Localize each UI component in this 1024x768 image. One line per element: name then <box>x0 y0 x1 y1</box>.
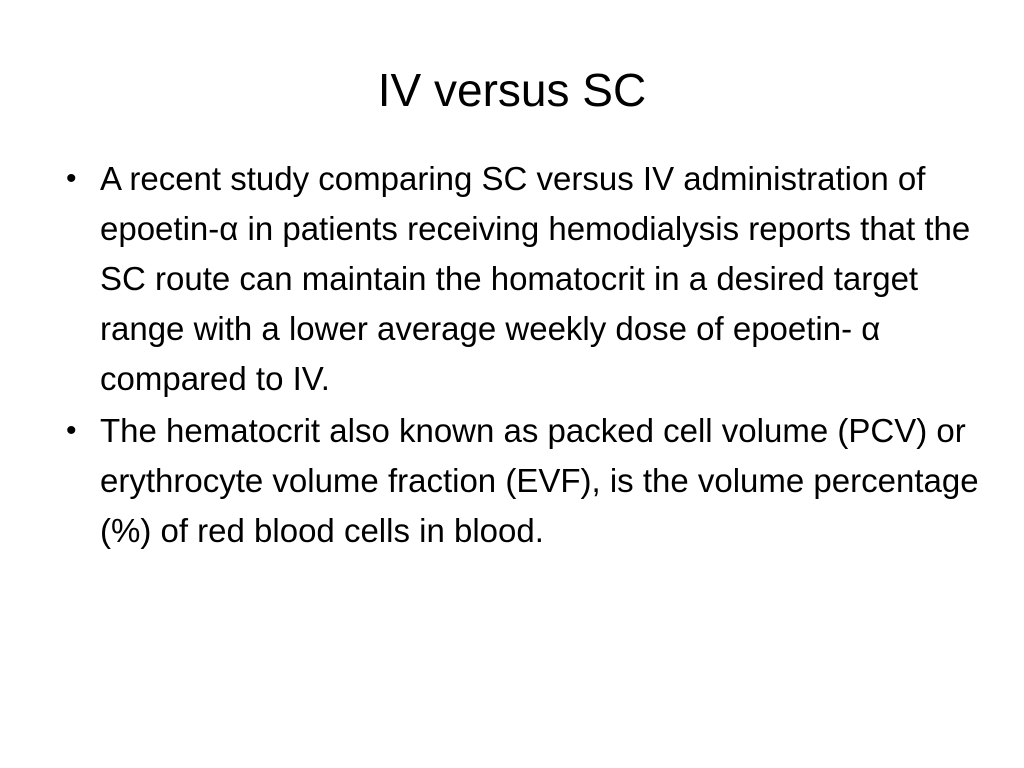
slide-title: IV versus SC <box>377 64 647 116</box>
bullet-list: • A recent study comparing SC versus IV … <box>66 154 986 558</box>
bullet-item: • A recent study comparing SC versus IV … <box>66 154 986 404</box>
bullet-icon: • <box>66 162 77 195</box>
bullet-icon: • <box>66 414 77 447</box>
bullet-text: A recent study comparing SC versus IV ad… <box>100 160 971 397</box>
bullet-text: The hematocrit also known as packed cell… <box>100 412 979 549</box>
bullet-item: • The hematocrit also known as packed ce… <box>66 406 986 556</box>
